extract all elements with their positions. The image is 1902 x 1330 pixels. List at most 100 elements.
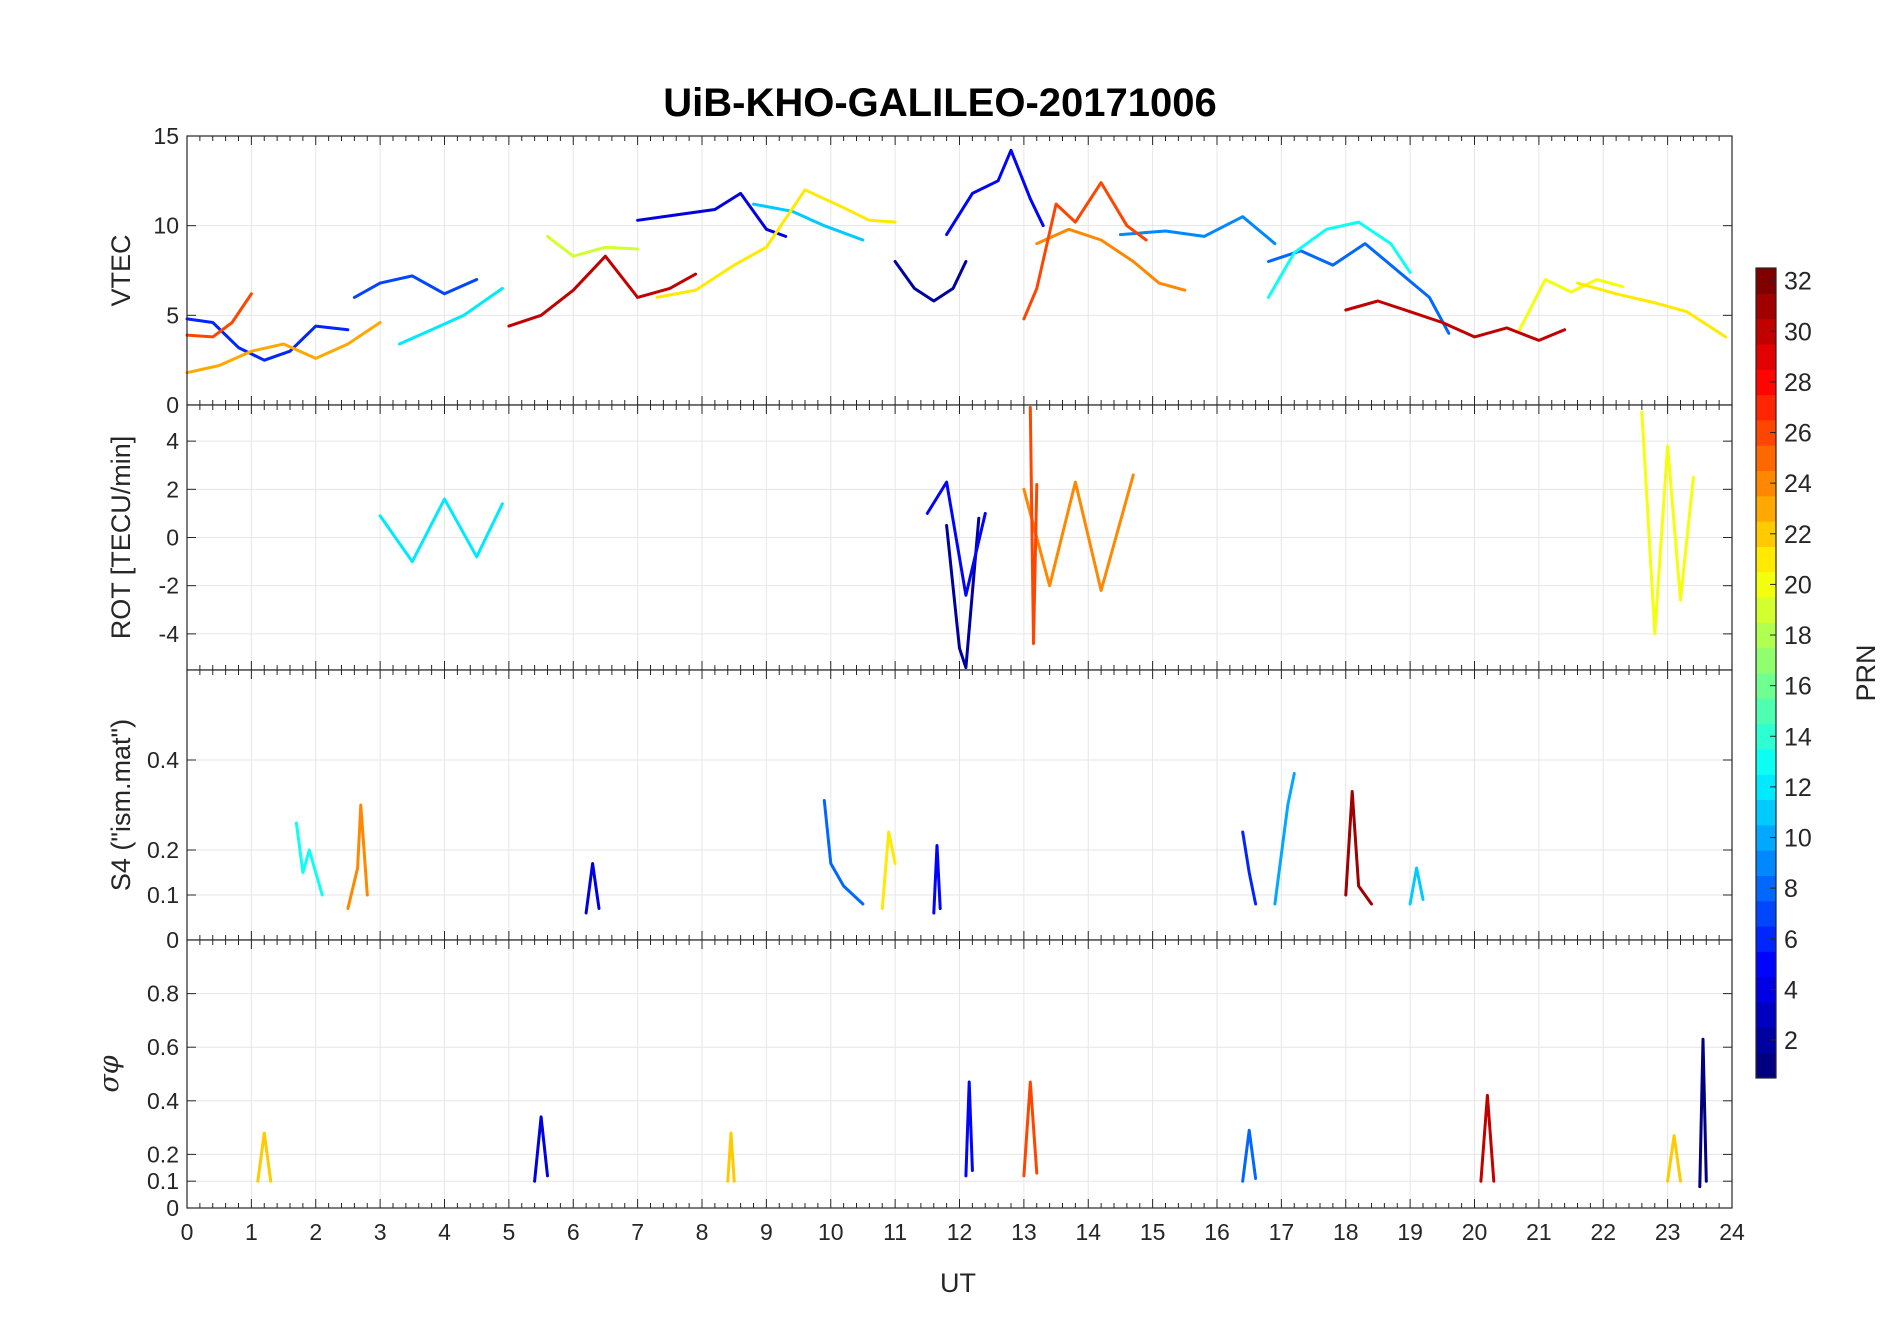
series-prn-22 (1666, 1134, 1682, 1183)
series-prn-31 (1344, 790, 1373, 906)
colorbar-swatch (1756, 824, 1776, 851)
y-tick-label: 5 (166, 302, 179, 328)
series-prn-9 (1118, 215, 1277, 246)
y-axis-label: VTEC (106, 234, 136, 306)
series-prn-24 (1022, 473, 1135, 592)
series-prn-12 (378, 497, 504, 564)
series-prn-20 (1640, 410, 1695, 636)
series-prn-7 (352, 274, 479, 299)
colorbar-tick-label: 10 (1784, 825, 1812, 853)
colorbar-swatch (1756, 597, 1776, 623)
colorbar-swatch (1756, 1052, 1776, 1079)
colorbar-tick-label: 28 (1784, 369, 1812, 397)
colorbar-tick-label: 24 (1784, 470, 1812, 498)
colorbar-swatch (1756, 951, 1776, 978)
colorbar-swatch (1756, 268, 1776, 294)
x-tick-label: 11 (883, 1219, 907, 1245)
colorbar-swatch (1756, 647, 1776, 674)
colorbar-swatch (1756, 1027, 1776, 1054)
x-tick-label: 7 (631, 1219, 644, 1245)
chart-title: UiB-KHO-GALILEO-20171006 (663, 81, 1216, 125)
series-prn-6 (1241, 830, 1258, 906)
x-tick-label: 6 (567, 1219, 580, 1245)
series-prn-2 (945, 516, 981, 670)
series-prn-13 (294, 821, 324, 897)
x-tick-label: 12 (947, 1219, 973, 1245)
colorbar-swatch (1756, 748, 1776, 775)
colorbar-swatch (1756, 723, 1776, 750)
series-prn-23 (185, 321, 382, 375)
x-tick-label: 16 (1204, 1219, 1230, 1245)
y-tick-label: 0.2 (147, 837, 179, 863)
x-tick-label: 8 (696, 1219, 709, 1245)
series-prn-2 (893, 260, 968, 303)
series-prn-19 (546, 234, 640, 258)
series-prn-26 (1022, 181, 1148, 321)
colorbar-swatch (1756, 900, 1776, 927)
colorbar-swatch (1756, 774, 1776, 801)
x-tick-label: 3 (374, 1219, 387, 1245)
colorbar-tick-label: 18 (1784, 622, 1812, 650)
colorbar-tick-label: 14 (1784, 723, 1812, 751)
x-tick-label: 23 (1655, 1219, 1681, 1245)
y-tick-label: 0 (166, 392, 179, 418)
colorbar-swatch (1756, 369, 1776, 396)
colorbar-swatch (1756, 875, 1776, 902)
series-prn-8 (822, 799, 865, 906)
colorbar-frame (1755, 267, 1777, 1079)
x-tick-label: 17 (1269, 1219, 1295, 1245)
x-tick-label: 2 (309, 1219, 322, 1245)
series-prn-21 (1576, 281, 1728, 339)
colorbar-tick-label: 2 (1784, 1027, 1798, 1055)
series-prn-22 (256, 1131, 273, 1183)
series-prn-4 (636, 191, 788, 238)
series-prn-12 (397, 286, 504, 346)
y-tick-label: 0 (166, 927, 179, 953)
series-prn-26 (185, 292, 253, 339)
series-prn-20 (1518, 278, 1625, 332)
colorbar-swatch (1756, 318, 1776, 345)
y-tick-label: 0.8 (147, 981, 179, 1007)
series-prn-4 (584, 862, 601, 915)
colorbar-swatch (1756, 394, 1776, 421)
panel-2: -4 -2 0 2 4 ROT [TECU/min] (106, 404, 1733, 671)
series-prn-4 (533, 1115, 549, 1183)
colorbar-swatch (1756, 343, 1776, 370)
series-prn-21 (655, 188, 897, 299)
x-tick-label: 1 (245, 1219, 258, 1245)
panel-3: 0 0.1 0.2 0.4 S4 ("ism.mat") (106, 669, 1733, 953)
colorbar-swatch (1756, 571, 1776, 598)
series-prn-5 (945, 148, 1045, 237)
x-tick-label: 19 (1397, 1219, 1423, 1245)
colorbar-tick-label: 32 (1784, 268, 1812, 296)
series-prn-24 (1035, 227, 1187, 292)
colorbar-swatch (1756, 470, 1776, 497)
colorbar-tick-label: 4 (1784, 976, 1798, 1004)
colorbar-tick-label: 12 (1784, 774, 1812, 802)
y-tick-label: 0.4 (147, 747, 179, 773)
colorbar-swatch (1756, 419, 1776, 446)
x-tick-label: 13 (1011, 1219, 1037, 1245)
series-prn-26 (1028, 405, 1039, 645)
colorbar-swatch (1756, 1002, 1776, 1028)
x-tick-label: 15 (1140, 1219, 1166, 1245)
colorbar-swatch (1756, 495, 1776, 522)
y-tick-label: 0.1 (147, 882, 179, 908)
y-tick-label: 0 (166, 1195, 179, 1221)
colorbar-tick-label: 20 (1784, 571, 1812, 599)
series-prn-5 (932, 844, 942, 915)
y-tick-label: 15 (153, 123, 179, 149)
series-prn-30 (1344, 299, 1567, 342)
colorbar-label: PRN (1851, 644, 1881, 701)
y-tick-label: 2 (166, 476, 179, 502)
series-prn-8 (1267, 242, 1451, 335)
x-tick-label: 24 (1719, 1219, 1745, 1245)
colorbar-swatch (1756, 976, 1776, 1003)
series-prn-30 (507, 254, 698, 328)
y-tick-label: -2 (159, 573, 179, 599)
colorbar-swatch (1756, 293, 1776, 320)
colorbar-swatch (1756, 546, 1776, 573)
